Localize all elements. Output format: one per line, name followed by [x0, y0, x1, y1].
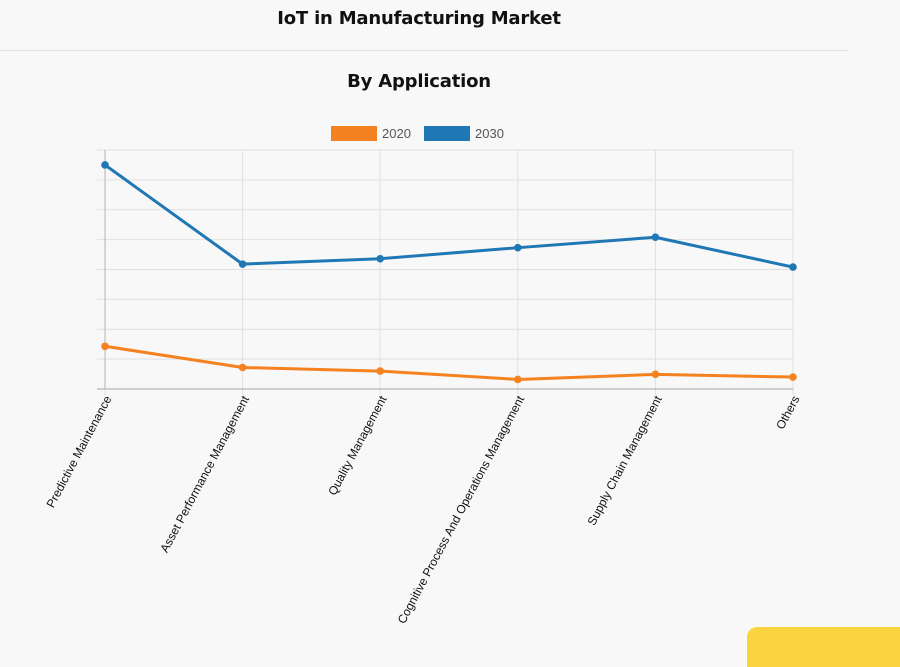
data-point-2020 — [376, 367, 385, 375]
series-line-2020 — [103, 344, 795, 381]
chart-title: By Application — [347, 71, 491, 92]
data-point-2030 — [376, 254, 385, 263]
legend-swatch-2020 — [331, 126, 377, 141]
x-tick-label: Cognitive Process And Operations Managem… — [395, 393, 528, 626]
data-point-2030 — [651, 233, 660, 242]
data-point-2030 — [514, 243, 522, 252]
data-point-2020 — [651, 370, 660, 379]
legend-label-2030: 2030 — [475, 126, 504, 141]
corner-badge[interactable] — [747, 627, 900, 667]
x-tick-label: Quality Management — [325, 393, 390, 498]
page-title: IoT in Manufacturing Market — [277, 8, 561, 29]
line-chart: Predictive Maintenance Asset Performance … — [44, 126, 803, 626]
data-point-2020 — [789, 373, 797, 381]
x-tick-label: Predictive Maintenance — [44, 393, 115, 510]
grid-lines — [97, 149, 794, 395]
x-tick-label: Supply Chain Management — [585, 393, 666, 528]
x-tick-labels: Predictive Maintenance Asset Performance … — [44, 393, 803, 626]
series-line-2030 — [103, 163, 795, 269]
data-point-2020 — [101, 342, 109, 351]
legend: 2020 2030 — [331, 126, 504, 141]
data-point-2020 — [514, 375, 522, 384]
data-point-2030 — [789, 263, 797, 271]
x-tick-label: Asset Performance Management — [157, 393, 252, 555]
legend-label-2020: 2020 — [382, 126, 411, 141]
legend-swatch-2030 — [424, 126, 470, 141]
series-lines — [101, 161, 797, 384]
header-divider — [0, 50, 848, 51]
data-point-2020 — [238, 363, 247, 372]
data-point-2030 — [101, 161, 109, 169]
data-point-2030 — [238, 260, 247, 268]
x-tick-label: Others — [773, 393, 802, 431]
